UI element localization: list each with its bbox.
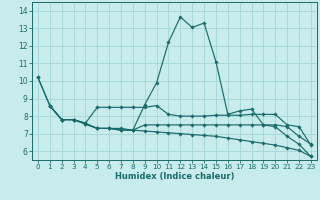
X-axis label: Humidex (Indice chaleur): Humidex (Indice chaleur): [115, 172, 234, 181]
